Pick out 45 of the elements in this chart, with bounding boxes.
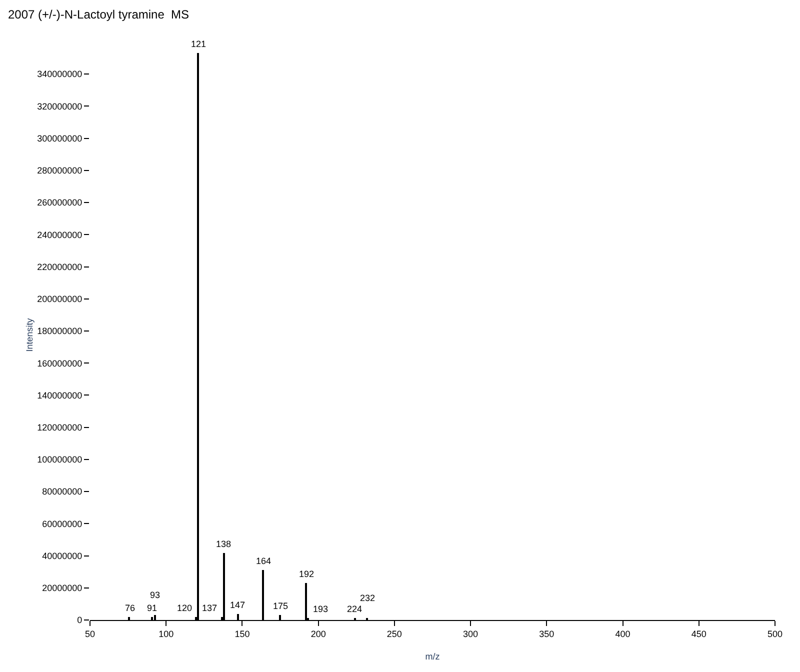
x-tick-label: 500 <box>767 628 783 639</box>
y-tick-label: 220000000 <box>37 262 82 272</box>
x-tick-label: 150 <box>234 628 250 639</box>
x-tick-label: 400 <box>615 628 630 639</box>
x-tick-label: 100 <box>158 628 174 639</box>
annotation: 120 <box>177 603 192 613</box>
x-tick-label: 250 <box>386 628 402 639</box>
annotation: 91 <box>147 603 158 613</box>
annotation: 164 <box>256 556 272 566</box>
annotation: 76 <box>125 603 136 613</box>
annotation: 232 <box>360 593 376 603</box>
chart-title: 2007 (+/-)-N-Lactoyl tyramine MS <box>8 7 190 22</box>
annotation: 175 <box>273 601 288 611</box>
x-tick-label: 300 <box>463 628 478 639</box>
y-axis-title: Intensity <box>24 318 34 352</box>
y-tick-label: 140000000 <box>37 390 82 400</box>
y-tick-label: 20000000 <box>42 583 82 594</box>
y-tick-label: 320000000 <box>37 101 82 112</box>
y-tick-label: 260000000 <box>37 198 82 208</box>
annotation: 147 <box>230 600 246 610</box>
annotation: 137 <box>202 603 218 613</box>
x-axis-title: m/z <box>425 652 440 662</box>
y-tick-label: 0 <box>77 615 82 626</box>
annotation: 224 <box>347 604 362 614</box>
x-tick-label: 450 <box>691 628 706 639</box>
y-tick-label: 80000000 <box>42 486 82 497</box>
x-tick-label: 350 <box>539 628 554 639</box>
annotation: 193 <box>313 604 328 614</box>
x-tick-label: 200 <box>310 628 326 639</box>
y-tick-label: 280000000 <box>37 166 82 176</box>
y-tick-label: 120000000 <box>37 422 82 432</box>
annotation: 192 <box>299 569 314 579</box>
y-tick-label: 240000000 <box>37 230 82 240</box>
y-tick-label: 200000000 <box>37 294 82 304</box>
x-tick-label: 50 <box>84 628 96 639</box>
y-tick-label: 100000000 <box>37 454 82 465</box>
y-tick-label: 340000000 <box>37 69 82 80</box>
annotation: 93 <box>150 590 160 600</box>
y-tick-label: 60000000 <box>42 518 82 529</box>
y-tick-label: 300000000 <box>37 133 82 144</box>
y-tick-label: 40000000 <box>42 550 82 561</box>
y-tick-label: 160000000 <box>37 358 82 368</box>
annotation: 138 <box>216 539 232 549</box>
y-tick-label: 180000000 <box>37 326 82 336</box>
annotation: 121 <box>191 39 206 49</box>
